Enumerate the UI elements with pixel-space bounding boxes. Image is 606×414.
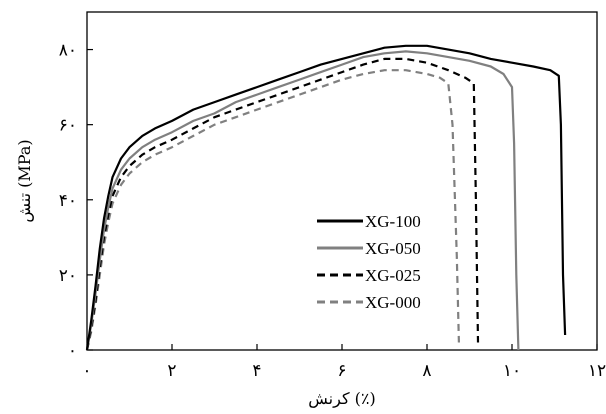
plot-frame (86, 11, 598, 351)
x-tick-label: ۲ (167, 361, 176, 381)
x-tick-label: ۴ (252, 361, 261, 381)
x-axis-label: کرنش (٪) (308, 389, 375, 408)
y-axis-label: تنش (MPa) (15, 139, 34, 222)
y-axis: ۰ ۲۰ ۴۰ ۶۰ ۸۰ (59, 41, 93, 361)
series-line-xg-025 (85, 57, 480, 351)
legend: XG-100 XG-050 XG-025 XG-000 (317, 212, 421, 312)
y-tick-label: ۲۰ (59, 266, 77, 286)
legend-label: XG-100 (365, 212, 421, 231)
x-tick-label: ۱۰ (503, 361, 521, 381)
series-line-xg-000 (85, 69, 460, 351)
x-tick-label: ۰ (82, 361, 91, 381)
x-tick-label: ۶ (337, 361, 346, 381)
x-tick-label: ۸ (422, 361, 431, 381)
legend-label: XG-000 (365, 293, 421, 312)
series-line-xg-050 (85, 50, 520, 351)
series-line-xg-100 (85, 44, 567, 351)
x-axis: ۰ ۲ ۴ ۶ ۸ ۱۰ ۱۲ (82, 344, 606, 381)
series-lines (85, 44, 567, 351)
y-tick-label: ۸۰ (59, 41, 77, 61)
y-tick-label: ۰ (68, 341, 77, 361)
legend-label: XG-050 (365, 239, 421, 258)
x-tick-label: ۱۲ (588, 361, 606, 381)
y-tick-label: ۶۰ (59, 116, 77, 136)
y-tick-label: ۴۰ (59, 191, 77, 211)
legend-label: XG-025 (365, 266, 421, 285)
